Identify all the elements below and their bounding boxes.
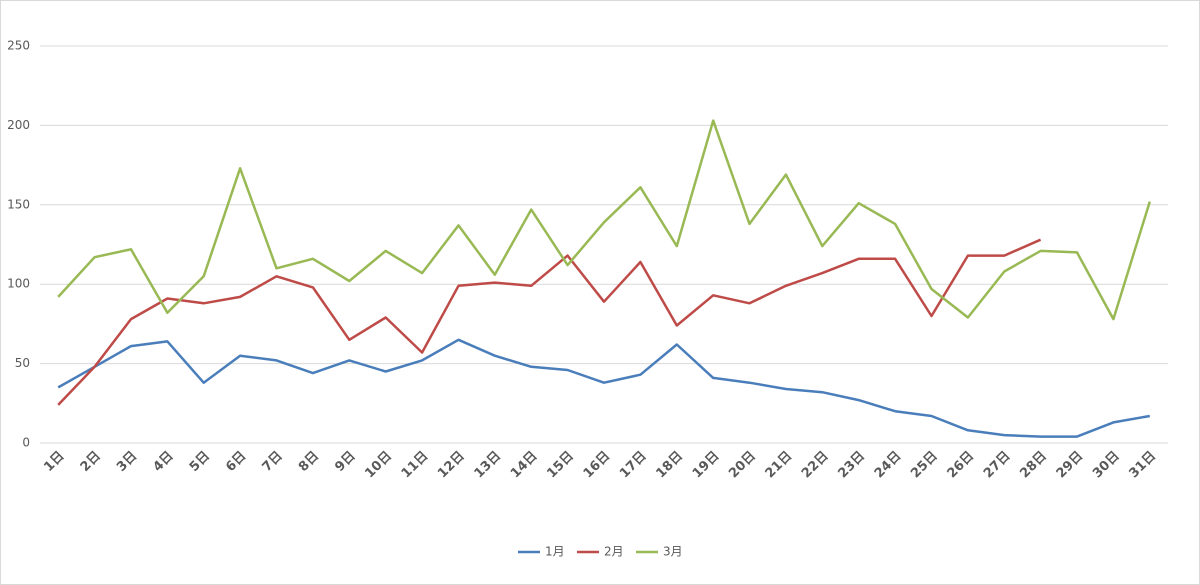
line-series	[57, 119, 1151, 321]
y-tick-label: 150	[7, 197, 30, 211]
line-series	[57, 338, 1151, 438]
y-tick-label: 200	[7, 118, 30, 132]
line-series	[57, 238, 1042, 406]
y-tick-label: 50	[15, 356, 30, 370]
y-tick-label: 0	[22, 436, 30, 450]
legend-label: 1月	[545, 545, 565, 559]
y-tick-label: 100	[7, 277, 30, 291]
legend-label: 3月	[663, 545, 683, 559]
y-tick-label: 250	[7, 39, 30, 53]
legend-label: 2月	[604, 545, 624, 559]
